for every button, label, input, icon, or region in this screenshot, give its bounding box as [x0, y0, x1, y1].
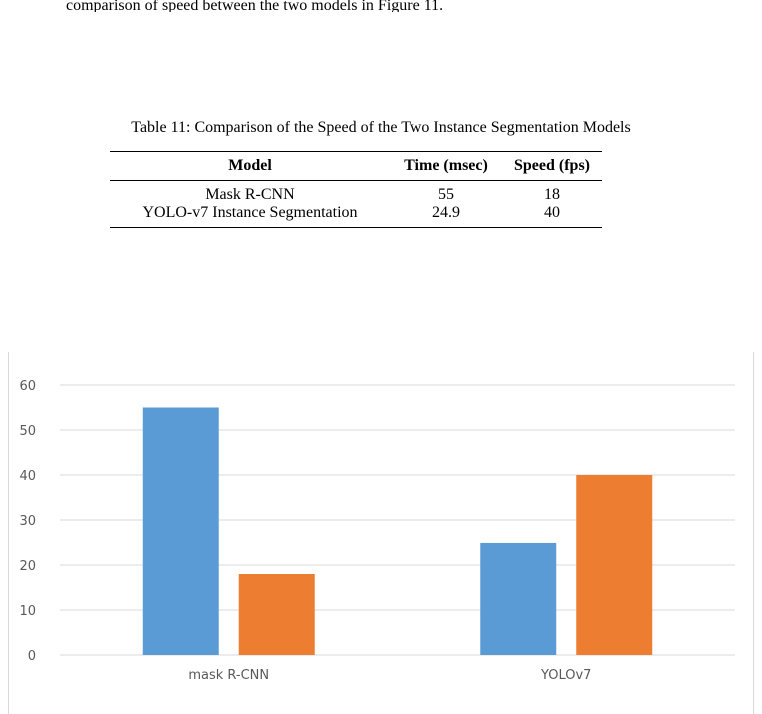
y-tick-label: 0	[28, 649, 36, 664]
y-tick-label: 50	[19, 424, 36, 439]
table-row: Mask R-CNN 55 18	[110, 181, 602, 205]
speed-comparison-table: Model Time (msec) Speed (fps) Mask R-CNN…	[110, 151, 602, 228]
bar	[576, 475, 653, 655]
cell-time: 55	[438, 186, 454, 203]
bar	[480, 542, 557, 655]
y-tick-label: 10	[19, 604, 36, 619]
x-tick-label: mask R-CNN	[188, 668, 269, 683]
cell-speed: 40	[544, 204, 560, 221]
header-speed: Speed (fps)	[513, 157, 590, 174]
chart-frame: 0 10 20 30 40 50 60 mask R-CNN YOLOv7	[8, 352, 754, 714]
cell-time: 24.9	[432, 204, 460, 221]
x-tick-label: YOLOv7	[540, 668, 591, 683]
y-tick-label: 30	[19, 514, 36, 529]
cell-model: YOLO-v7 Instance Segmentation	[142, 204, 358, 221]
table-row: YOLO-v7 Instance Segmentation 24.9 40	[110, 204, 602, 228]
y-tick-label: 60	[19, 379, 36, 394]
bar-chart: 0 10 20 30 40 50 60 mask R-CNN YOLOv7	[19, 379, 735, 683]
y-tick-label: 20	[19, 559, 36, 574]
bar	[238, 574, 315, 655]
header-time: Time (msec)	[404, 157, 488, 174]
y-tick-label: 40	[19, 469, 36, 484]
preceding-text-line: comparison of speed between the two mode…	[66, 0, 444, 12]
header-model: Model	[228, 157, 272, 174]
table-header-row: Model Time (msec) Speed (fps)	[110, 151, 602, 181]
cell-speed: 18	[544, 186, 560, 203]
bar	[142, 407, 219, 655]
cell-model: Mask R-CNN	[205, 186, 295, 203]
table-caption: Table 11: Comparison of the Speed of the…	[131, 119, 631, 136]
